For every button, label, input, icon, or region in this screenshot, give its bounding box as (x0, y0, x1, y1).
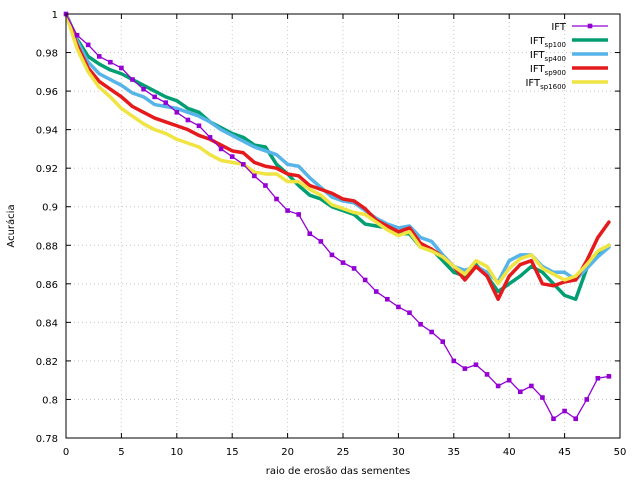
series-point-IFT (229, 154, 235, 159)
series-point-IFT (385, 296, 390, 302)
y-axis-label: Acurácia (5, 204, 17, 247)
legend-label: IFTsp1600 (525, 78, 566, 91)
series-point-IFT (174, 109, 180, 115)
legend-label-base: IFT (525, 78, 541, 89)
legend-label-subscript: sp400 (545, 55, 566, 63)
series-point-IFT (285, 208, 290, 213)
series-point-IFT (196, 123, 202, 129)
series-point-IFT (595, 375, 601, 381)
legend-label-base: IFT (530, 64, 546, 75)
series-line-IFTsp400 (64, 12, 611, 284)
series-point-IFT (517, 389, 523, 395)
x-tick-label: 30 (392, 447, 405, 458)
series-point-IFT (329, 252, 335, 258)
x-tick-label: 40 (503, 447, 516, 458)
y-tick-label: 0.9 (42, 203, 58, 214)
series-point-IFT (218, 146, 224, 152)
series-point-IFT (484, 372, 490, 377)
series-point-IFT (141, 86, 146, 92)
series-point-IFT (573, 416, 578, 422)
legend-label-subscript: sp900 (545, 69, 566, 77)
legend-label: IFT (551, 22, 567, 33)
axis-ticks: 0 5 10 15 20 25 30 35 40 45 50 0.78 0.8 0.82 0.84 0.86 0… (36, 10, 627, 458)
series-point-IFT (584, 397, 590, 402)
y-tick-label: 0.86 (36, 280, 58, 291)
series-point-IFT (240, 162, 246, 167)
x-tick-label: 0 (63, 447, 69, 458)
series-point-IFT (396, 304, 401, 310)
x-tick-label: 15 (226, 447, 239, 458)
y-tick-label: 0.8 (42, 395, 58, 406)
y-tick-label: 0.98 (36, 49, 58, 60)
series-point-IFT (407, 310, 412, 316)
series-point-IFT (85, 42, 91, 48)
x-tick-label: 45 (558, 447, 571, 458)
legend-marker-IFT (587, 23, 593, 29)
x-tick-label: 25 (337, 447, 350, 458)
series-point-IFT (263, 183, 268, 188)
series-point-IFT (462, 366, 468, 371)
series-point-IFT (108, 59, 113, 65)
series-point-IFT (606, 374, 612, 379)
series-point-IFT (340, 260, 346, 265)
series-lines (63, 11, 612, 422)
x-tick-label: 5 (118, 447, 124, 458)
legend-label-base: IFT (530, 36, 546, 47)
legend-label: IFTsp900 (530, 64, 566, 77)
series-point-IFT (440, 339, 446, 344)
series-point-IFT (429, 329, 434, 335)
x-tick-label: 10 (170, 447, 183, 458)
series-point-IFT (274, 196, 279, 202)
series-point-IFT (473, 362, 479, 368)
x-axis-label: raio de erosão das sementes (266, 466, 411, 477)
series-point-IFT (540, 395, 545, 400)
series-line-IFT (65, 13, 610, 420)
series-point-IFT (185, 117, 191, 123)
y-tick-label: 0.84 (36, 318, 58, 329)
series-point-IFT (119, 65, 124, 71)
y-tick-label: 0.96 (36, 87, 58, 98)
legend-label: IFTsp400 (530, 50, 566, 63)
series-point-IFT (307, 231, 313, 237)
legend-label-subscript: sp1600 (540, 83, 566, 91)
series-point-IFT (451, 358, 457, 364)
x-tick-label: 35 (447, 447, 460, 458)
y-tick-label: 0.88 (36, 241, 58, 252)
y-tick-label: 0.92 (36, 164, 58, 175)
y-tick-label: 0.94 (36, 126, 58, 137)
legend-label-base: IFT (551, 22, 567, 33)
series-line-IFTsp100 (64, 12, 611, 301)
series-point-IFT (207, 135, 213, 140)
series-point-IFT (296, 212, 301, 217)
legend-label: IFTsp100 (530, 36, 566, 49)
series-point-IFT (96, 54, 102, 59)
series-point-IFT (152, 94, 157, 100)
series-point-IFT (506, 377, 512, 383)
y-tick-label: 0.82 (36, 357, 58, 368)
series-point-IFT (351, 266, 357, 271)
series-line-IFTsp1600 (64, 12, 611, 286)
y-tick-label: 1 (52, 10, 58, 21)
series-line-IFTsp900 (64, 12, 611, 301)
series-point-IFT (252, 173, 257, 179)
legend-label-subscript: sp100 (545, 41, 566, 49)
series-point-IFT (551, 416, 556, 422)
series-point-IFT (74, 32, 80, 38)
x-tick-label: 20 (281, 447, 294, 458)
y-tick-label: 0.78 (36, 434, 58, 445)
legend-label-base: IFT (530, 50, 546, 61)
x-tick-label: 50 (614, 447, 627, 458)
series-point-IFT (418, 321, 423, 327)
series-point-IFT (318, 239, 324, 244)
series-point-IFT (130, 77, 135, 82)
series-point-IFT (362, 277, 368, 283)
series-point-IFT (163, 100, 169, 105)
series-point-IFT (373, 289, 379, 294)
series-point-IFT (529, 383, 534, 389)
series-point-IFT (562, 408, 567, 414)
series-point-IFT (495, 383, 501, 389)
